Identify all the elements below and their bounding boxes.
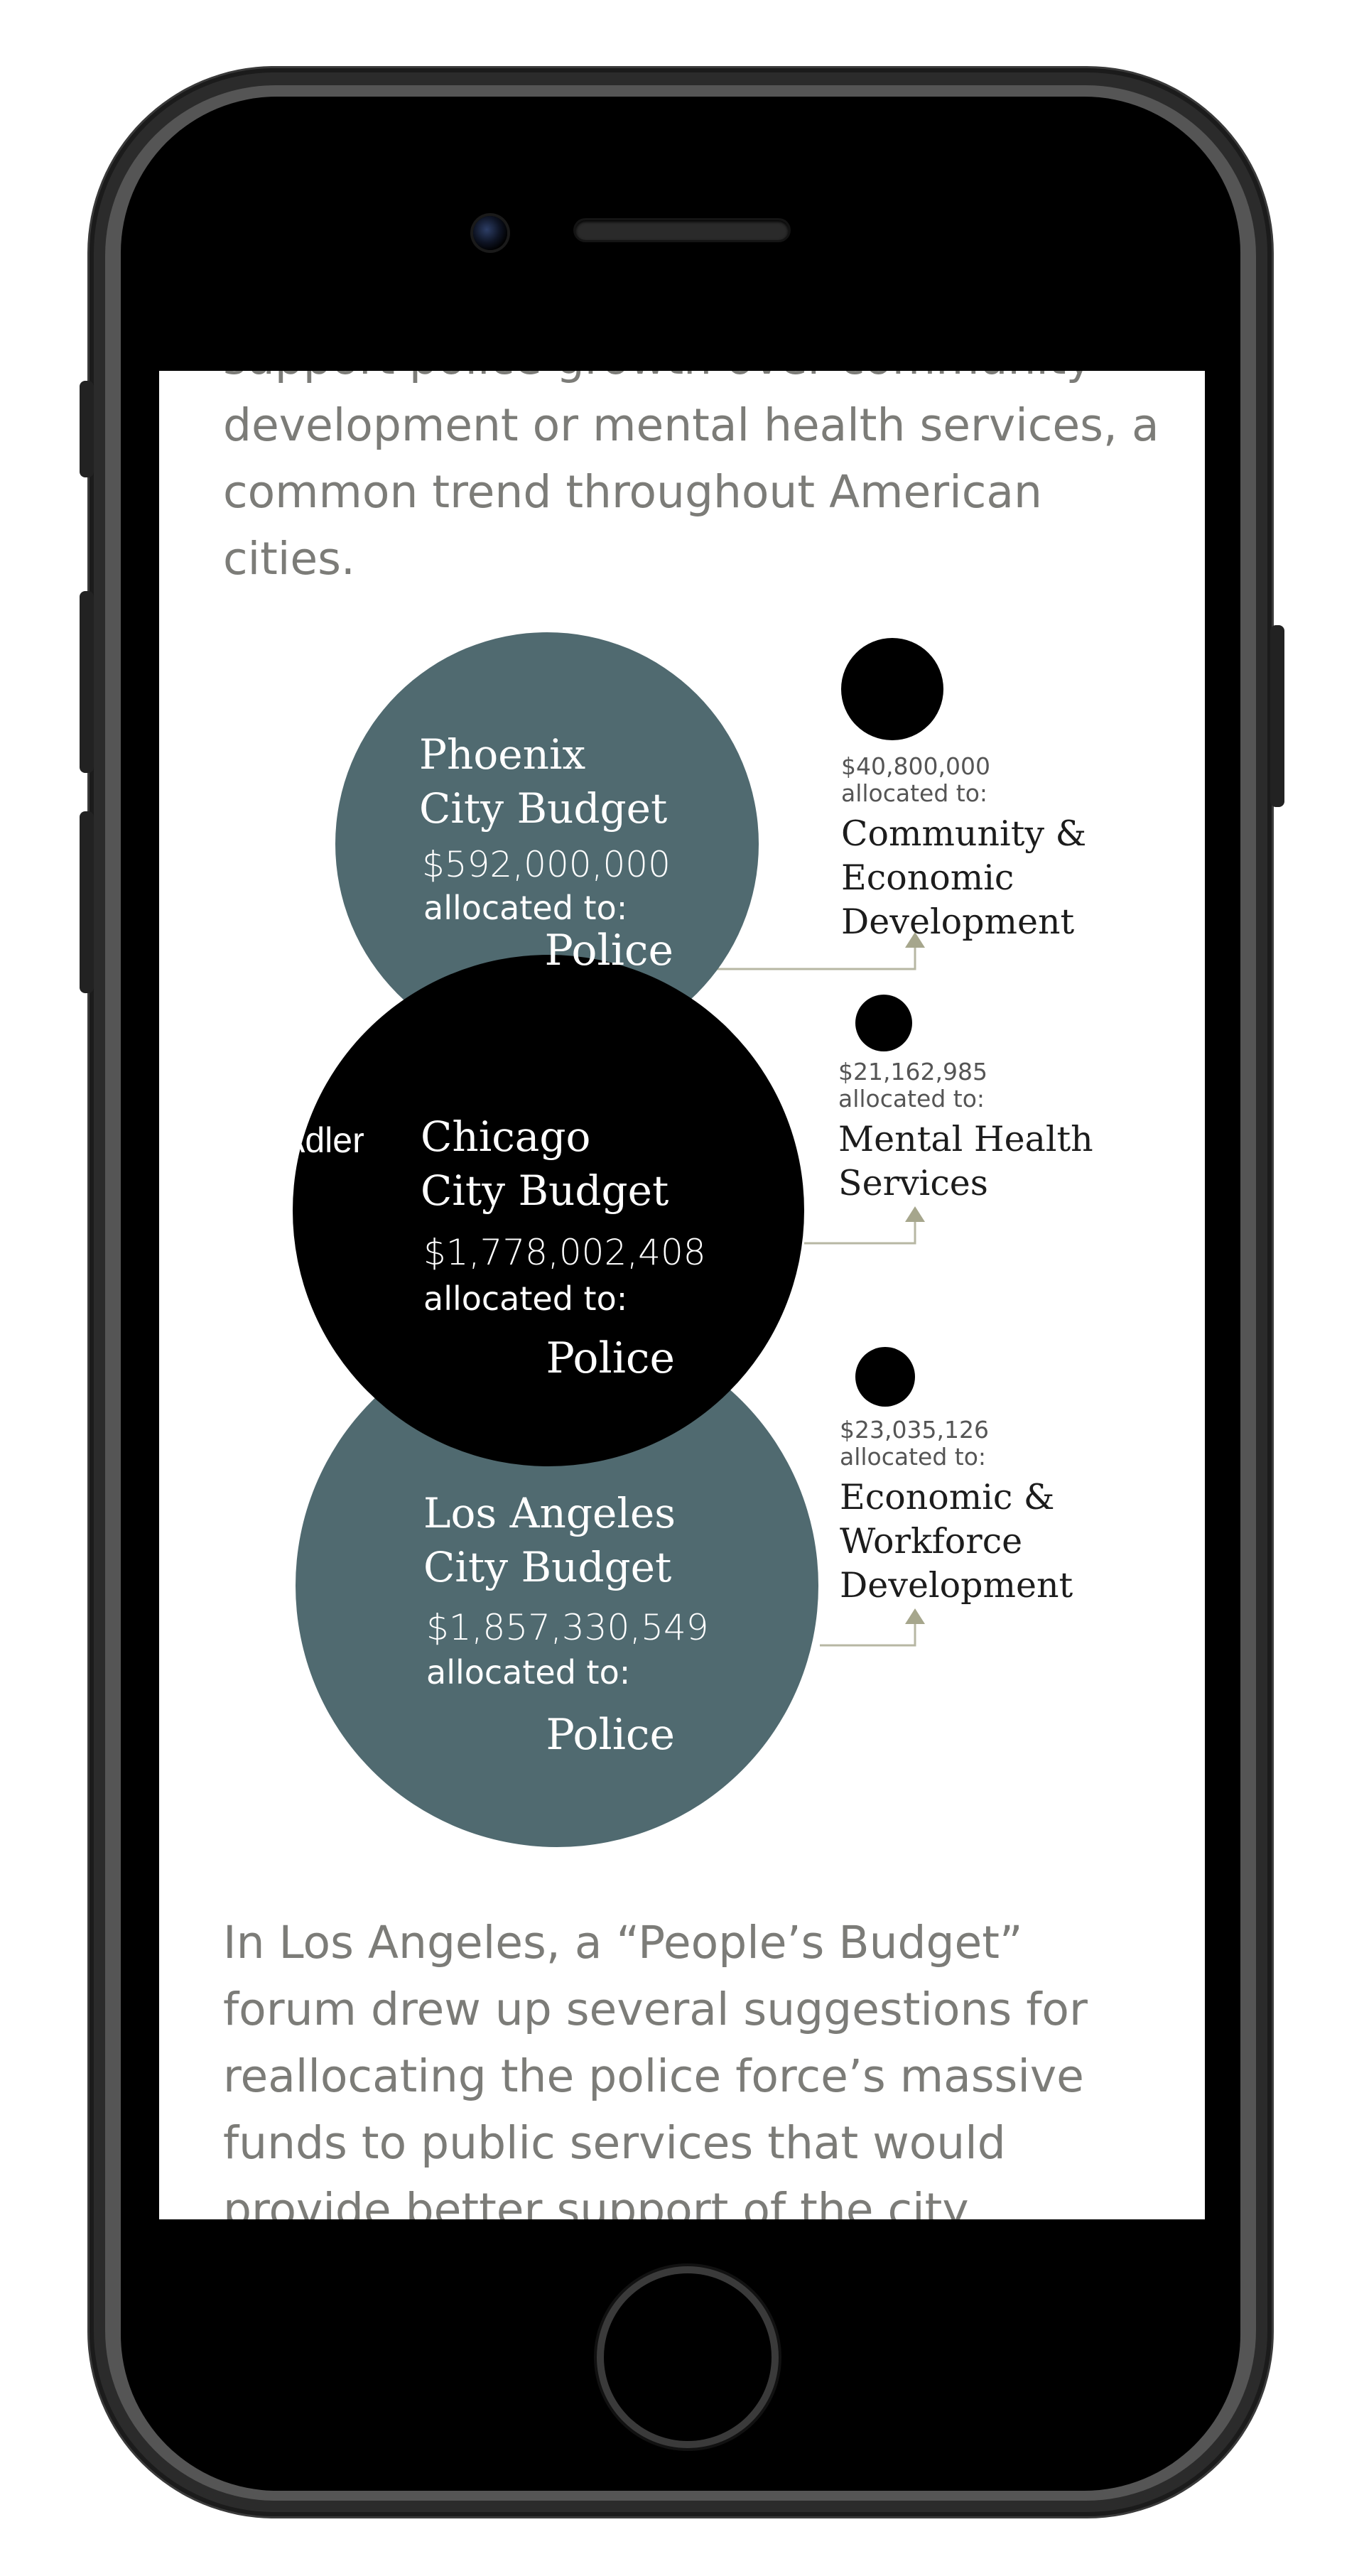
los-angeles-labels: Los Angeles City Budget $1,857,330,549 a…: [423, 1489, 709, 1760]
chicago-allocated: allocated to:: [423, 1279, 627, 1318]
phoenix-allocated: allocated to:: [423, 889, 627, 927]
los-angeles-name-line2: City Budget: [423, 1543, 671, 1591]
connector-chicago: [804, 1219, 916, 1245]
category-labels-phoenix: $40,800,000 allocated to: Community & Ec…: [841, 752, 1086, 942]
category-allocated-chicago: allocated to:: [838, 1085, 985, 1113]
article-paragraph-bottom: In Los Angeles, a “People’s Budget” foru…: [223, 1917, 1088, 2219]
chicago-name-line2: City Budget: [421, 1167, 669, 1215]
arrow-phoenix: [905, 932, 925, 948]
phoenix-amount: $592,000,000: [422, 844, 671, 885]
category-name-los-angeles-line1: Economic &: [840, 1477, 1055, 1517]
volume-up-button: [80, 591, 94, 773]
category-name-los-angeles-line2: Workforce: [840, 1521, 1022, 1562]
category-name-phoenix-line1: Community &: [841, 813, 1086, 854]
budget-bubble-chart: Phoenix City Budget $592,000,000 allocat…: [281, 632, 1093, 1847]
category-labels-los-angeles: $23,035,126 allocated to: Economic & Wor…: [840, 1416, 1073, 1606]
bubble-category-community-economic: [841, 638, 943, 740]
phoenix-target: Police: [544, 926, 673, 975]
los-angeles-name-line1: Los Angeles: [423, 1489, 676, 1537]
category-name-phoenix-line2: Economic: [841, 857, 1014, 898]
phoenix-labels: Phoenix City Budget $592,000,000 allocat…: [419, 730, 673, 975]
bubble-los-angeles: [296, 1324, 818, 1847]
los-angeles-target: Police: [546, 1710, 675, 1760]
home-button[interactable]: [604, 2273, 772, 2441]
article-paragraph-top: support police growth over community dev…: [223, 371, 1159, 585]
category-amount-phoenix: $40,800,000: [841, 752, 990, 780]
phoenix-name-line1: Phoenix: [419, 730, 585, 779]
front-camera-icon: [473, 216, 507, 250]
chicago-amount: $1,778,002,408: [423, 1232, 706, 1273]
category-name-chicago-line2: Services: [838, 1163, 988, 1203]
phoenix-name-line2: City Budget: [419, 784, 667, 833]
los-angeles-amount: $1,857,330,549: [426, 1607, 709, 1648]
arrow-chicago: [905, 1206, 925, 1222]
connectors: [715, 932, 925, 1647]
category-amount-chicago: $21,162,985: [838, 1058, 987, 1086]
bubble-phoenix: [335, 632, 759, 1056]
los-angeles-allocated: allocated to:: [426, 1653, 630, 1692]
phone-screen[interactable]: support police growth over community dev…: [159, 371, 1205, 2219]
chicago-target: Police: [546, 1333, 675, 1383]
connector-phoenix: [715, 945, 916, 970]
power-button: [1270, 625, 1284, 807]
connector-los-angeles: [820, 1621, 916, 1647]
category-name-phoenix-line3: Development: [841, 902, 1075, 942]
category-name-chicago-line1: Mental Health: [838, 1119, 1093, 1159]
chicago-name-line1: Chicago: [421, 1113, 590, 1161]
bubble-category-mental-health: [855, 995, 912, 1051]
volume-down-button: [80, 811, 94, 993]
bubble-chicago: [293, 955, 804, 1466]
category-labels-chicago: $21,162,985 allocated to: Mental Health …: [838, 1058, 1093, 1203]
category-amount-los-angeles: $23,035,126: [840, 1416, 989, 1444]
category-allocated-los-angeles: allocated to:: [840, 1443, 986, 1471]
category-allocated-phoenix: allocated to:: [841, 779, 987, 807]
category-name-los-angeles-line3: Development: [840, 1565, 1073, 1606]
overlay-label: Adler: [281, 1120, 364, 1160]
bubble-category-economic-workforce: [855, 1347, 915, 1407]
earpiece-speaker: [575, 220, 789, 240]
mute-switch: [80, 381, 94, 477]
chicago-labels: Chicago City Budget $1,778,002,408 alloc…: [421, 1113, 706, 1383]
arrow-los-angeles: [905, 1608, 925, 1624]
